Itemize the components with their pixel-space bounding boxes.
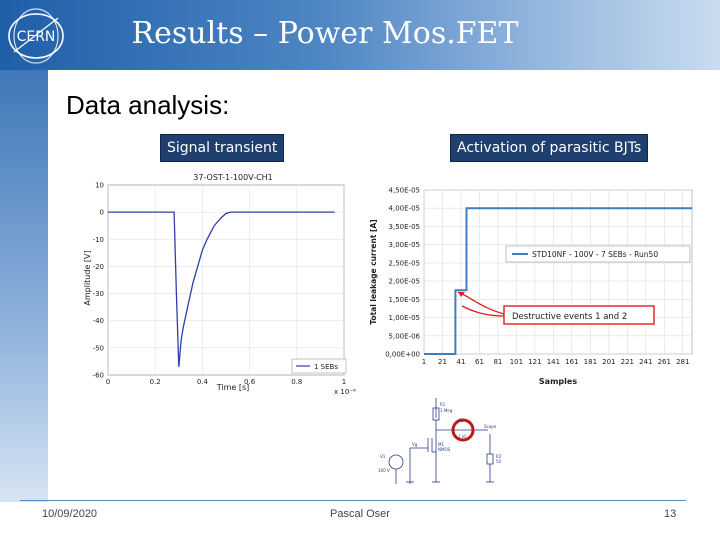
svg-text:1 nF: 1 nF xyxy=(458,434,467,439)
logo-text: CERN xyxy=(17,29,56,45)
footer-divider xyxy=(20,500,686,501)
y-tick-label: 0 xyxy=(100,209,104,217)
x-tick-label: 181 xyxy=(584,358,597,366)
y-tick-label: -50 xyxy=(93,344,104,352)
label-parasitic-bjts: Activation of parasitic BJTs xyxy=(450,134,649,162)
y-tick-label: -40 xyxy=(93,317,104,325)
y-tick-label: -60 xyxy=(93,372,104,380)
page-title: Results – Power Mos.FET xyxy=(131,16,519,51)
x-axis-multiplier: x 10⁻⁶ xyxy=(334,388,356,396)
svg-text:Vg: Vg xyxy=(412,442,418,447)
y-tick-label: -30 xyxy=(93,290,104,298)
y-axis-label: Total leakage current [A] xyxy=(369,219,378,324)
y-axis-label: Amplitude [V] xyxy=(83,250,92,305)
x-tick-label: 81 xyxy=(493,358,502,366)
footer-date: 10/09/2020 xyxy=(42,508,98,520)
x-tick-label: 1 xyxy=(422,358,426,366)
corner-curve xyxy=(48,70,88,120)
x-tick-label: 0.6 xyxy=(244,378,256,386)
svg-text:R2: R2 xyxy=(496,454,502,459)
x-axis-label: Time [s] xyxy=(216,383,250,392)
leakage-current-chart: 4,50E-05 4,00E-05 3,50E-05 3,00E-05 2,50E-05… xyxy=(369,187,693,386)
x-tick-label: 201 xyxy=(602,358,615,366)
signal-transient-chart: 10 0 -10 -20 -30 -40 -50 -60 0 0.2 0.4 0.6 0.8 1 37-… xyxy=(83,173,356,396)
x-tick-label: 281 xyxy=(676,358,689,366)
series-line xyxy=(424,207,692,355)
circuit-diagram: R1 1 Meg C1 1 nF Scope M1 NMOS Vg V1 100… xyxy=(378,398,502,484)
svg-text:C1: C1 xyxy=(458,418,464,423)
y-tick-label: 1,50E-05 xyxy=(389,296,420,304)
x-tick-label: 0 xyxy=(106,378,110,386)
legend: STD10NF - 100V - 7 SEBs - Run50 xyxy=(505,245,691,263)
series-line xyxy=(108,211,335,367)
y-tick-label: 2,50E-05 xyxy=(389,259,420,267)
svg-text:NMOS: NMOS xyxy=(438,447,451,452)
x-tick-label: 1 xyxy=(342,378,346,386)
x-tick-label: 161 xyxy=(565,358,578,366)
x-tick-label: 41 xyxy=(457,358,466,366)
svg-text:1 Meg: 1 Meg xyxy=(440,408,453,413)
sidebar-band xyxy=(0,70,48,502)
x-tick-label: 121 xyxy=(528,358,541,366)
x-tick-label: 0.4 xyxy=(197,378,209,386)
legend: 1 SEBs xyxy=(291,358,347,374)
x-tick-label: 241 xyxy=(639,358,652,366)
y-tick-label: 5,00E-06 xyxy=(389,332,421,340)
svg-text:50: 50 xyxy=(496,459,502,464)
x-axis-label: Samples xyxy=(539,377,577,386)
y-tick-label: 4,50E-05 xyxy=(389,187,420,195)
y-tick-label: 4,00E-05 xyxy=(389,205,420,213)
svg-text:100 V: 100 V xyxy=(378,468,390,473)
page-number: 13 xyxy=(664,508,677,520)
plot-area xyxy=(423,189,693,355)
x-tick-label: 0.8 xyxy=(291,378,302,386)
label-signal-transient: Signal transient xyxy=(160,134,285,162)
legend-entry: STD10NF - 100V - 7 SEBs - Run50 xyxy=(532,250,658,259)
legend-entry: 1 SEBs xyxy=(314,363,338,371)
svg-text:Scope: Scope xyxy=(484,424,497,429)
x-tick-label: 61 xyxy=(475,358,484,366)
y-tick-label: -20 xyxy=(93,263,104,271)
chart-title: 37-OST-1-100V-CH1 xyxy=(193,173,273,182)
annotation-text: Destructive events 1 and 2 xyxy=(512,312,627,322)
annotation-box: Destructive events 1 and 2 xyxy=(457,291,655,325)
y-tick-label: 3,50E-05 xyxy=(389,223,420,231)
y-tick-label: -10 xyxy=(93,236,104,244)
section-subtitle: Data analysis: xyxy=(66,90,230,120)
svg-text:M1: M1 xyxy=(438,442,444,447)
footer-author: Pascal Oser xyxy=(330,508,390,520)
x-tick-label: 0.2 xyxy=(150,378,161,386)
svg-text:R1: R1 xyxy=(440,402,446,407)
x-tick-label: 261 xyxy=(658,358,671,366)
y-tick-label: 3,00E-05 xyxy=(389,241,420,249)
y-tick-label: 0,00E+00 xyxy=(385,351,420,359)
slide-header: CERN Results – Power Mos.FET xyxy=(0,0,720,70)
y-tick-label: 1,00E-05 xyxy=(389,314,420,322)
x-tick-label: 21 xyxy=(438,358,447,366)
x-tick-label: 141 xyxy=(547,358,560,366)
y-tick-label: 10 xyxy=(95,182,104,190)
x-tick-label: 101 xyxy=(510,358,523,366)
svg-text:V1: V1 xyxy=(380,454,386,459)
cern-logo: CERN xyxy=(8,8,64,64)
x-tick-label: 221 xyxy=(621,358,634,366)
y-tick-label: 2,00E-05 xyxy=(389,278,420,286)
